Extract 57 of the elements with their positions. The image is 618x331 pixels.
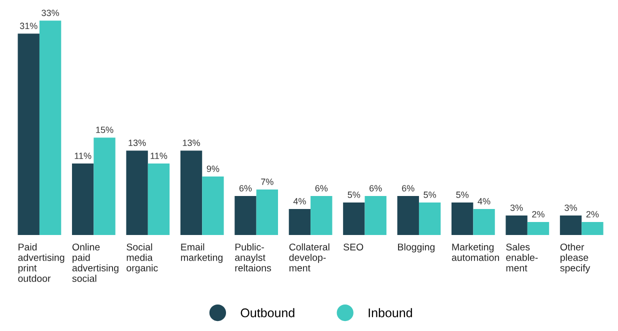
bar	[18, 34, 40, 236]
legend-label: Outbound	[240, 308, 294, 318]
bar	[418, 202, 441, 236]
data-label: 13%	[182, 140, 200, 146]
bar	[506, 216, 528, 236]
x-tick-label: Sales enable- ment	[506, 243, 538, 272]
bar	[452, 202, 474, 236]
data-label: 11%	[150, 152, 168, 159]
x-tick-label: Paid advertising print outdoor	[18, 243, 64, 282]
data-label: 3%	[564, 204, 577, 211]
data-label: 6%	[402, 185, 414, 192]
legend-label: Inbound	[368, 308, 412, 318]
bar	[234, 196, 256, 236]
x-tick-label: Social media organic	[126, 243, 158, 274]
data-label: 5%	[348, 192, 360, 198]
x-tick-label: Marketing automation	[452, 243, 499, 261]
bar	[473, 209, 495, 236]
x-tick-label: Blogging	[398, 243, 435, 252]
data-label: 31%	[20, 22, 38, 30]
data-label: 11%	[74, 152, 92, 159]
bar	[39, 20, 62, 236]
bar	[560, 216, 582, 236]
data-label: 4%	[478, 198, 490, 204]
bar	[72, 164, 94, 236]
x-tick-label: Other please specify	[560, 243, 590, 274]
data-label: 2%	[586, 211, 599, 218]
data-label: 5%	[456, 192, 469, 198]
bar	[288, 209, 311, 236]
data-label: 4%	[293, 198, 306, 204]
bar	[527, 222, 550, 236]
x-tick-label: SEO	[344, 244, 364, 250]
bar	[256, 190, 278, 236]
data-label: 6%	[315, 185, 328, 192]
bar	[310, 196, 332, 236]
data-label: 6%	[370, 185, 382, 192]
bar	[364, 196, 386, 236]
bar	[202, 176, 224, 236]
data-label: 33%	[42, 10, 60, 16]
bar	[148, 164, 170, 236]
bar	[343, 202, 365, 236]
data-label: 3%	[510, 204, 523, 211]
bar	[397, 196, 419, 236]
bar	[94, 138, 116, 236]
x-tick-label: Collateral develop- ment	[289, 243, 330, 272]
bar	[180, 150, 202, 236]
data-label: 5%	[424, 192, 436, 198]
data-label: 2%	[532, 211, 544, 218]
data-label: 9%	[206, 166, 220, 172]
data-label: 13%	[128, 140, 146, 146]
data-label: 6%	[239, 185, 252, 192]
data-label: 15%	[96, 126, 114, 134]
bar	[582, 222, 604, 236]
x-tick-label: Public- anaylst reltaions	[235, 243, 272, 272]
x-tick-label: Online paid advertising social	[72, 243, 118, 282]
data-label: 7%	[261, 178, 274, 185]
x-tick-label: Email marketing	[181, 243, 222, 263]
bar	[126, 150, 148, 236]
